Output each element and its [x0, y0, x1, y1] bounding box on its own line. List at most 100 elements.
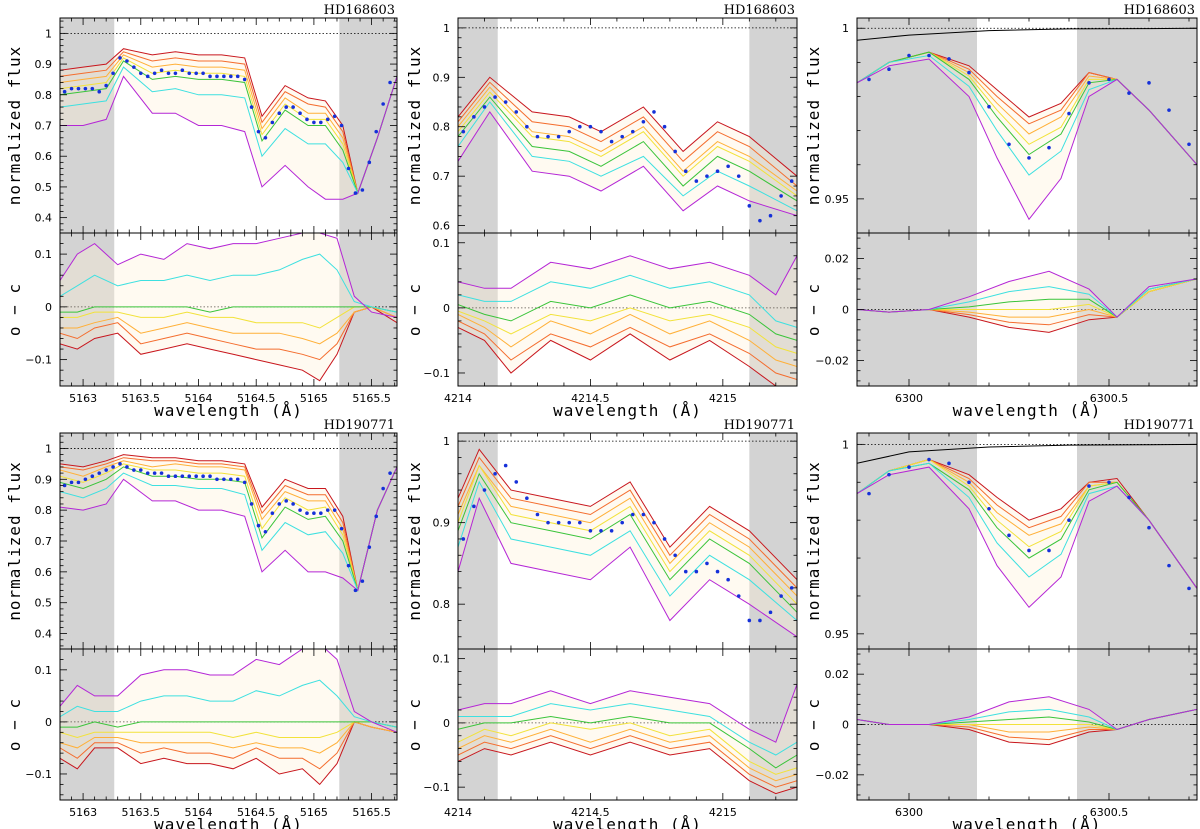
observed-point: [514, 110, 519, 114]
model-curve-6: [458, 684, 797, 743]
model-curve-1: [458, 81, 797, 187]
x-tick-label: 5164.5: [237, 392, 276, 405]
observed-point: [339, 526, 344, 531]
y-tick-label: 0.7: [35, 120, 53, 133]
observed-point: [353, 191, 358, 195]
model-band: [458, 255, 797, 386]
model-curve-1: [458, 320, 797, 380]
model-curve-4: [458, 294, 797, 341]
observed-point: [758, 618, 762, 623]
observed-point: [138, 468, 143, 472]
observed-point: [1107, 480, 1111, 485]
panel-plot-area: [458, 433, 797, 649]
observed-point: [546, 520, 550, 525]
model-curve-0: [60, 721, 397, 786]
model-band: [458, 449, 797, 637]
observed-point: [132, 468, 136, 472]
shaded-region-0: [857, 18, 977, 233]
panel-8: 0.8 0.9 1 normalized flux HD190771: [405, 418, 798, 650]
model-curve-3: [60, 57, 397, 195]
observed-point: [609, 139, 614, 144]
observed-point: [758, 218, 762, 223]
y-axis-title: o − c: [804, 283, 823, 336]
observed-point: [90, 474, 95, 479]
observed-point: [726, 577, 730, 582]
observed-point: [367, 160, 372, 165]
observed-point: [291, 105, 295, 109]
observed-point: [641, 512, 646, 517]
observed-point: [493, 471, 497, 476]
observed-point: [987, 104, 991, 109]
panel-frame: [59, 232, 398, 387]
model-curve-0: [60, 306, 397, 382]
shaded-region-1: [749, 233, 797, 386]
observed-point: [97, 471, 102, 475]
shaded-region-0: [458, 233, 498, 386]
x-tick-label: 4214: [444, 392, 472, 405]
x-axis-title: wavelength (Å): [953, 815, 1102, 829]
observed-point: [173, 71, 178, 76]
observed-point: [325, 508, 330, 512]
model-curve-3: [60, 721, 397, 739]
y-tick-label: 1: [443, 435, 450, 448]
observed-point: [125, 59, 129, 63]
observed-point: [1087, 81, 1091, 85]
y-tick-label: 0.4: [35, 628, 53, 641]
shaded-region-1: [1077, 18, 1197, 233]
y-tick-label: 0.9: [35, 58, 53, 71]
x-axis-title: wavelength (Å): [553, 401, 702, 420]
y-tick-label: 0.8: [433, 598, 451, 611]
model-curve-2: [60, 460, 397, 591]
observed-point: [525, 124, 529, 129]
observed-point: [325, 117, 330, 122]
observed-point: [145, 471, 150, 475]
observed-point: [556, 134, 561, 139]
observed-point: [180, 68, 185, 73]
model-curve-1: [60, 457, 397, 591]
observed-point: [62, 89, 67, 94]
model-curve-5: [60, 253, 397, 313]
panel-plot-area: [60, 18, 397, 233]
model-curve-3: [458, 91, 797, 197]
observed-point: [222, 477, 226, 482]
y-tick-label: 0.9: [433, 71, 451, 84]
observed-point: [736, 594, 741, 598]
observed-point: [683, 569, 688, 574]
observed-point: [652, 520, 656, 525]
y-tick-label: −0.1: [25, 354, 52, 367]
y-tick-label: 0.4: [35, 212, 53, 225]
y-tick-label: 0: [842, 719, 849, 732]
panel-6: 0.4 0.5 0.6 0.7 0.8 0.9 1 normalized flux HD1907…: [5, 418, 398, 650]
model-curve-5: [458, 101, 797, 212]
panel-1: 5163 5163.5 5164 5164.5 5165 5165.5 −0.1 0 0.1 o …: [5, 232, 398, 420]
observed-point: [525, 496, 529, 501]
panel-plot-area: [60, 233, 397, 386]
observed-point: [152, 471, 157, 475]
model-band: [458, 77, 797, 216]
observed-point: [353, 588, 358, 593]
model-curve-4: [458, 96, 797, 202]
y-axis-title: o − c: [5, 698, 24, 751]
panel-2: 0.6 0.7 0.8 0.9 1 normalized flux HD168603: [405, 3, 798, 234]
x-tick-label: 5165.5: [352, 392, 391, 405]
observed-point: [630, 129, 635, 134]
observed-point: [1127, 495, 1131, 500]
observed-point: [588, 529, 593, 533]
panel-plot-area: [857, 18, 1197, 233]
panel-3: 4214 4214.5 4215 −0.1 0 0.1 o − c wavelength (Å…: [405, 232, 798, 420]
y-tick-label: 0.6: [35, 566, 53, 579]
x-tick-label: 4215: [709, 392, 737, 405]
model-curve-2: [458, 86, 797, 192]
observed-point: [374, 514, 379, 519]
y-tick-label: 0.02: [825, 668, 850, 681]
observed-point: [987, 506, 991, 511]
y-axis-title: normalized flux: [405, 46, 424, 206]
model-curve-0: [458, 741, 797, 795]
telluric-curve: [857, 443, 1197, 464]
observed-point: [567, 129, 572, 134]
observed-point: [907, 465, 911, 469]
observed-point: [62, 483, 67, 488]
observed-point: [249, 502, 254, 506]
observed-point: [887, 472, 891, 477]
observed-point: [662, 124, 667, 129]
